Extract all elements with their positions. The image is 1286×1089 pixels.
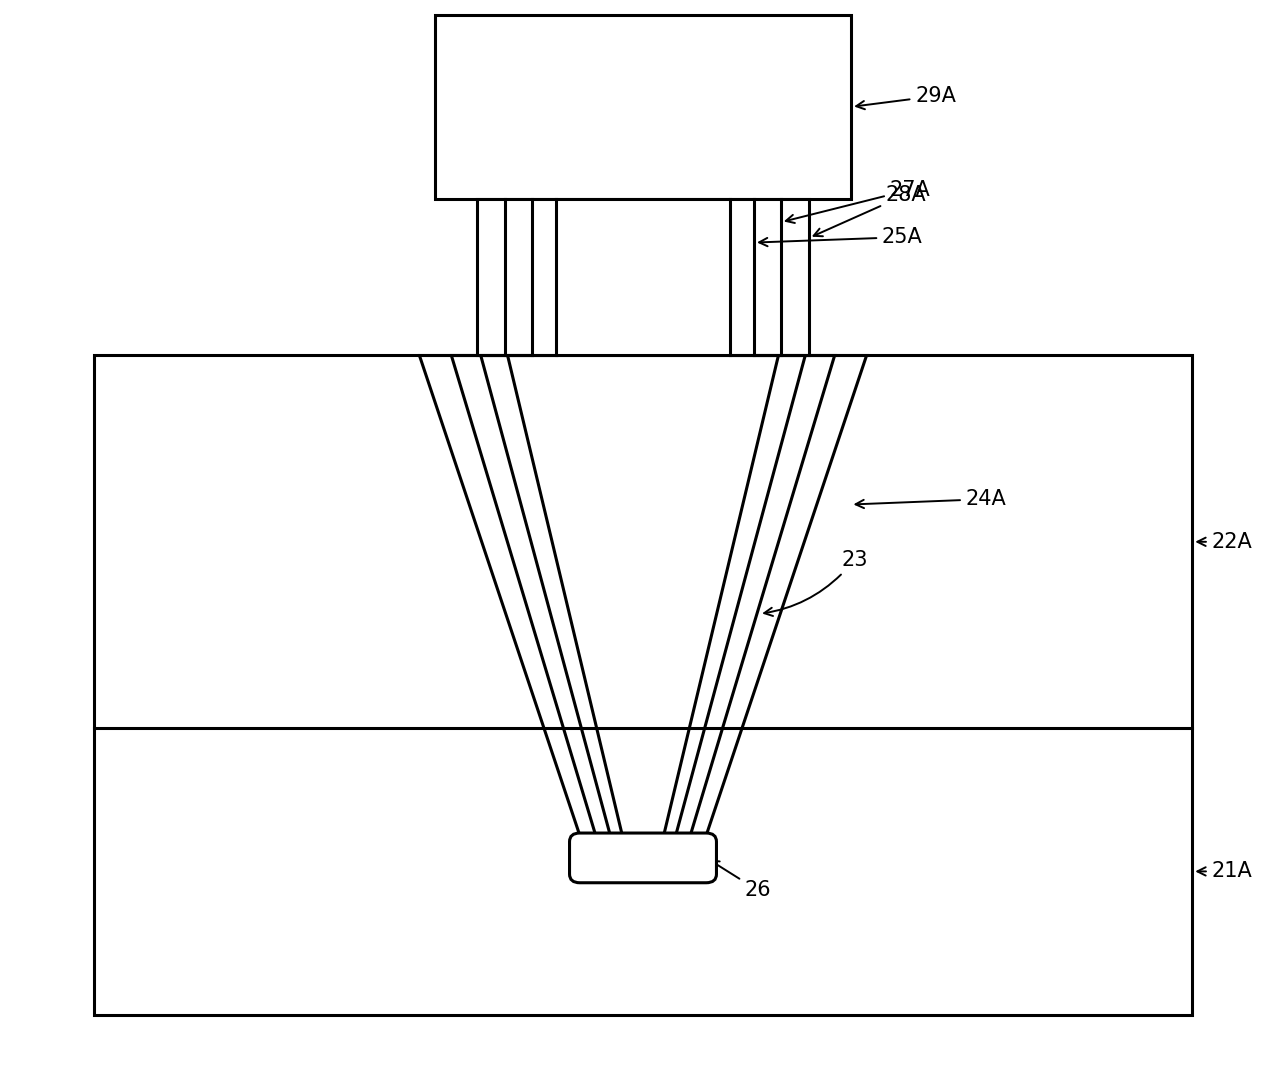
Bar [435, 15, 851, 198]
Text: 22A: 22A [1197, 531, 1253, 552]
Bar [94, 355, 1192, 1015]
FancyBboxPatch shape [570, 833, 716, 883]
Text: 21A: 21A [1197, 861, 1253, 881]
Text: 24A: 24A [855, 489, 1007, 510]
Text: 28A: 28A [814, 185, 926, 236]
Bar [477, 198, 809, 355]
Text: 25A: 25A [759, 228, 922, 247]
Text: 27A: 27A [786, 180, 930, 223]
Text: 23: 23 [764, 550, 868, 616]
Text: 26: 26 [710, 860, 772, 901]
Text: 29A: 29A [856, 86, 955, 109]
